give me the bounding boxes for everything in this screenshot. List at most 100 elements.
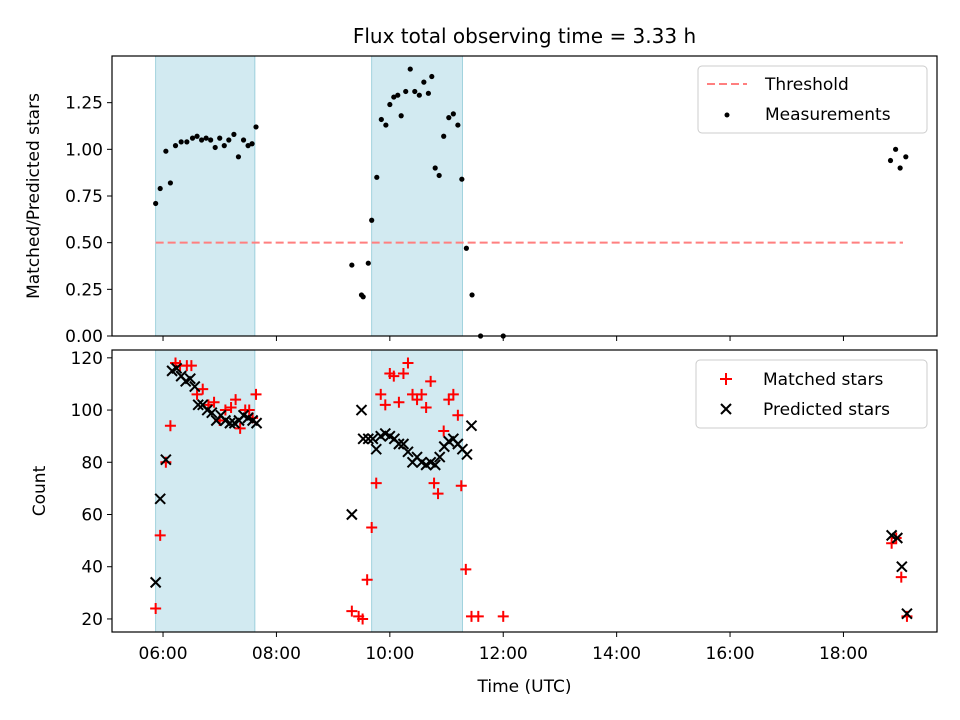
matched-point-44 <box>452 409 464 421</box>
matched-point-18 <box>243 404 255 416</box>
measurement-point-46 <box>455 122 461 128</box>
matched-point-36 <box>416 388 428 400</box>
threshold-legend-label: Threshold <box>764 75 849 95</box>
predicted-point-23 <box>346 508 358 521</box>
measurement-point-12 <box>212 144 218 151</box>
predicted-point-50 <box>885 529 898 542</box>
x-tick-label-5: 16:00 <box>706 644 755 664</box>
predicted-point-34 <box>397 438 410 450</box>
predicted-point-12 <box>206 406 218 419</box>
measurement-point-35 <box>407 66 413 72</box>
measurement-point-3 <box>167 180 174 186</box>
measurement-point-40 <box>429 73 435 80</box>
matched-point-14 <box>225 401 237 413</box>
measurement-point-54 <box>897 165 903 171</box>
predicted-point-22 <box>250 417 263 429</box>
bottom-y-tick-label-1: 40 <box>81 558 103 578</box>
measurements-legend-label: Measurements <box>765 105 891 125</box>
bottom-x-ticks: 06:00 08:00 10:00 12:00 14:00 16:00 18:00 <box>139 632 868 664</box>
predicted-point-7 <box>184 373 196 385</box>
measurement-point-11 <box>208 137 214 143</box>
matched-stars-legend-label: Matched stars <box>763 370 883 390</box>
predicted-point-2 <box>160 453 172 466</box>
matched-point-26 <box>370 477 382 489</box>
matched-point-11 <box>208 396 220 408</box>
bottom-shaded-interval-1 <box>371 349 463 633</box>
chart-title: Flux total observing time = 3.33 h <box>353 24 696 48</box>
measurement-point-34 <box>403 88 409 95</box>
measurement-point-2 <box>163 148 169 154</box>
measurement-point-45 <box>450 111 456 117</box>
matched-point-46 <box>460 563 472 575</box>
predicted-point-28 <box>370 443 382 455</box>
matched-point-1 <box>154 529 166 541</box>
predicted-point-49 <box>465 420 478 432</box>
measurements-series <box>153 66 909 339</box>
measurement-point-0 <box>153 200 159 207</box>
top-legend: Threshold Measurements <box>697 65 928 134</box>
measurement-point-28 <box>378 116 384 123</box>
measurement-point-52 <box>887 157 894 164</box>
bottom-y-tick-label-0: 20 <box>81 610 103 630</box>
measurement-point-31 <box>391 94 397 100</box>
matched-point-27 <box>375 388 387 400</box>
predicted-stars-series <box>149 362 913 620</box>
measurement-point-48 <box>463 245 469 251</box>
measurement-point-24 <box>360 294 366 300</box>
measurement-point-8 <box>194 133 200 139</box>
measurement-point-55 <box>903 154 909 160</box>
top-shaded-interval-1 <box>371 55 463 337</box>
measurement-point-27 <box>374 174 380 180</box>
matched-point-30 <box>388 370 400 382</box>
matched-point-0 <box>150 603 162 614</box>
measurement-point-13 <box>217 135 223 141</box>
bottom-y-tick-label-2: 60 <box>81 506 103 526</box>
measurement-point-26 <box>369 217 375 223</box>
bottom-y-ticks: 20 40 60 80 100 120 <box>71 349 112 630</box>
predicted-point-35 <box>402 446 414 458</box>
x-tick-label-3: 12:00 <box>479 644 528 664</box>
matched-point-41 <box>438 425 450 437</box>
matched-point-21 <box>346 605 358 617</box>
matched-point-15 <box>230 394 242 406</box>
top-shaded-interval-0 <box>155 55 256 337</box>
bottom-y-tick-label-4: 100 <box>71 401 103 421</box>
predicted-point-52 <box>896 561 908 573</box>
measurement-point-49 <box>469 292 475 298</box>
x-tick-label-0: 06:00 <box>139 644 188 664</box>
top-shaded-intervals <box>155 55 463 337</box>
top-y-ticks: 0.00 0.25 0.50 0.75 1.00 1.25 <box>65 94 112 347</box>
predicted-point-48 <box>461 448 473 461</box>
x-axis-label: Time (UTC) <box>477 677 572 697</box>
measurement-point-14 <box>221 143 227 149</box>
predicted-point-27 <box>367 433 379 445</box>
x-tick-label-2: 10:00 <box>365 644 414 664</box>
measurements-legend-marker <box>724 112 730 118</box>
matched-point-39 <box>428 477 440 489</box>
top-x-ticks <box>162 336 844 341</box>
measurement-point-9 <box>198 137 205 143</box>
bottom-legend: Matched stars Predicted stars <box>695 359 928 429</box>
predicted-point-0 <box>149 576 162 589</box>
predicted-point-24 <box>355 404 368 416</box>
x-tick-label-4: 14:00 <box>592 644 641 664</box>
bottom-shaded-interval-0 <box>155 349 256 633</box>
measurement-point-43 <box>441 133 447 139</box>
matched-point-7 <box>185 360 197 372</box>
matched-stars-legend-marker <box>720 373 732 385</box>
matched-point-40 <box>432 488 444 500</box>
measurement-point-44 <box>446 115 452 121</box>
top-y-tick-label-3: 0.75 <box>65 187 103 207</box>
matched-point-52 <box>895 571 907 583</box>
matched-point-33 <box>402 357 414 369</box>
measurement-point-15 <box>226 137 232 143</box>
top-y-tick-label-1: 0.25 <box>65 280 103 300</box>
matched-point-3 <box>164 420 176 432</box>
predicted-stars-legend-label: Predicted stars <box>763 400 890 420</box>
predicted-point-9 <box>192 399 204 411</box>
matched-point-37 <box>420 401 432 413</box>
bottom-axes: 20 40 60 80 100 120 06:00 08:00 10:00 12:00 14:00… <box>30 349 938 664</box>
matched-point-45 <box>455 480 467 492</box>
bottom-y-axis-label: Count <box>30 465 50 516</box>
